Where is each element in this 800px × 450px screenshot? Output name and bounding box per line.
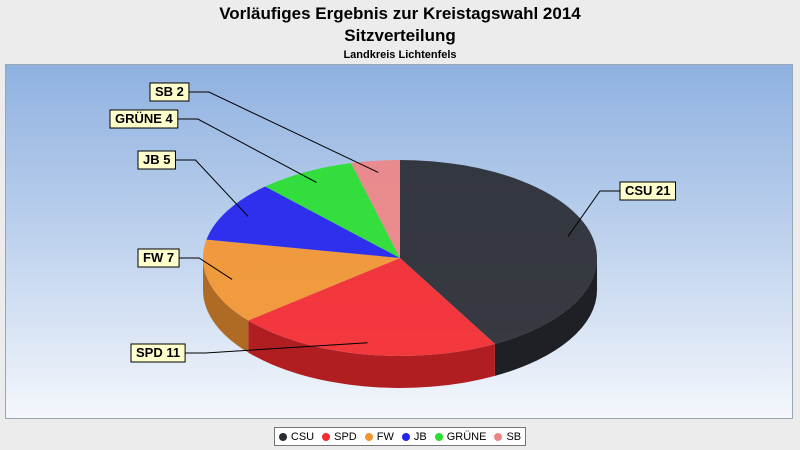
pie-side-spd (248, 320, 495, 389)
pie-slice-fw (203, 239, 400, 321)
legend-item-grüne: GRÜNE (434, 430, 487, 443)
leader-line-csu (567, 190, 620, 237)
chart-subtitle: Sitzverteilung (344, 26, 456, 45)
legend-label: CSU (290, 430, 315, 443)
legend-swatch (401, 432, 410, 441)
leader-line-jb (175, 159, 249, 217)
chart-caption: Landkreis Lichtenfels (343, 49, 457, 61)
legend-label: GRÜNE (446, 430, 487, 443)
data-label-sb: SB 2 (155, 84, 184, 99)
legend-item-jb: JB (401, 430, 427, 443)
legend-label: FW (376, 430, 394, 443)
legend-item-csu: CSU (278, 430, 315, 443)
data-label-jb: JB 5 (143, 152, 170, 167)
leader-line-sb (188, 91, 379, 173)
data-label-csu: CSU 21 (625, 183, 671, 198)
legend-label: SB (506, 430, 522, 443)
legend-swatch (278, 432, 287, 441)
legend-swatch (322, 432, 331, 441)
pie-slice-grüne (265, 163, 400, 258)
legend-item-fw: FW (364, 430, 394, 443)
legend-label: SPD (334, 430, 357, 443)
legend-swatch (434, 432, 443, 441)
legend-label: JB (413, 430, 427, 443)
chart-title: Vorläufiges Ergebnis zur Kreistagswahl 2… (219, 4, 581, 23)
legend-item-spd: SPD (322, 431, 357, 443)
pie-slice-jb (206, 186, 400, 258)
leader-line-spd (185, 342, 368, 354)
legend-item-sb: SB (494, 431, 521, 443)
data-label-grüne: GRÜNE 4 (115, 111, 174, 126)
leader-line-fw (179, 257, 233, 280)
legend-swatch (494, 432, 503, 441)
pie-slice-sb (351, 160, 400, 258)
data-label-fw: FW 7 (143, 250, 174, 265)
data-label-spd: SPD 11 (136, 345, 180, 360)
leader-line-grüne (177, 118, 317, 183)
pie-slice-csu (400, 160, 597, 344)
pie-side-csu (494, 258, 597, 376)
chart-legend: CSU SPD FW JB GRÜNE SB (274, 427, 526, 446)
legend-swatch (364, 432, 373, 441)
pie-slice-spd (248, 258, 495, 356)
pie-side-fw (203, 258, 249, 353)
